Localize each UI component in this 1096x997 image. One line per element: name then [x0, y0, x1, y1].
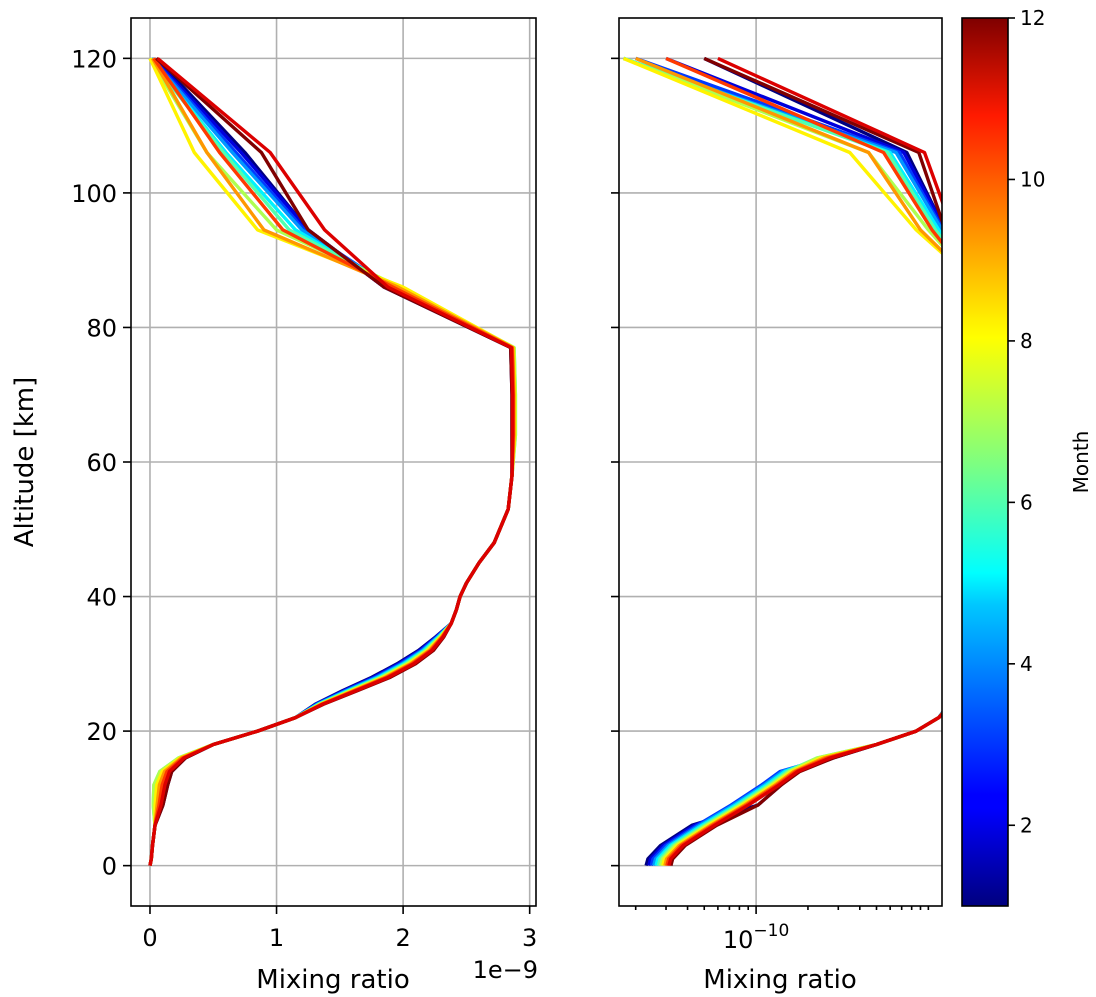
left-y-axis-label: Altitude [km]: [10, 377, 40, 548]
colorbar-label: Month: [1069, 431, 1093, 494]
colorbar-tick-label: 6: [1020, 490, 1033, 514]
left-x-offset-label: 1e−9: [473, 956, 538, 984]
right-x-tick-label: 10−10: [723, 921, 789, 954]
right-axes: 10−10 Mixing ratio: [611, 17, 943, 995]
left-x-tick-label: 2: [395, 924, 410, 952]
colorbar-ticks: 2 4 6 8 10 12: [1008, 6, 1045, 837]
right-grid: [619, 18, 942, 906]
left-ticks: 0 1 2 3 0 20 40 60 80 100 120: [71, 45, 537, 952]
left-y-tick-label: 20: [86, 718, 117, 746]
colorbar-tick-label: 10: [1020, 167, 1045, 191]
left-y-tick-label: 120: [71, 45, 117, 73]
colorbar-tick-label: 4: [1020, 652, 1033, 676]
left-series-line-month-11: [148, 57, 515, 866]
right-series-lines: [622, 56, 942, 867]
colorbar-frame: [961, 17, 1009, 907]
left-grid: [131, 18, 536, 906]
right-x-axis-label: Mixing ratio: [703, 965, 856, 995]
left-y-tick-label: 80: [86, 314, 117, 342]
colorbar-tick-label: 2: [1020, 813, 1033, 837]
left-y-tick-label: 60: [86, 449, 117, 477]
left-y-tick-label: 0: [102, 853, 117, 881]
left-y-tick-label: 40: [86, 584, 117, 612]
right-ticks: 10−10: [611, 57, 930, 954]
colorbar-tick-label: 8: [1020, 329, 1033, 353]
left-x-tick-label: 3: [522, 924, 537, 952]
left-x-axis-label: Mixing ratio: [256, 965, 409, 995]
left-x-tick-label: 1: [269, 924, 284, 952]
left-axes: 0 1 2 3 0 20 40 60 80 100 120 Mixing ratio 1e−9 Al…: [10, 17, 538, 995]
left-y-tick-label: 100: [71, 180, 117, 208]
right-series-line-month-11: [667, 56, 942, 867]
colorbar-tick-label: 12: [1020, 6, 1045, 30]
colorbar-gradient: [962, 18, 1008, 906]
left-x-tick-label: 0: [142, 924, 157, 952]
left-series-lines: [148, 57, 518, 866]
colorbar: 2 4 6 8 10 12 Month: [961, 6, 1093, 907]
